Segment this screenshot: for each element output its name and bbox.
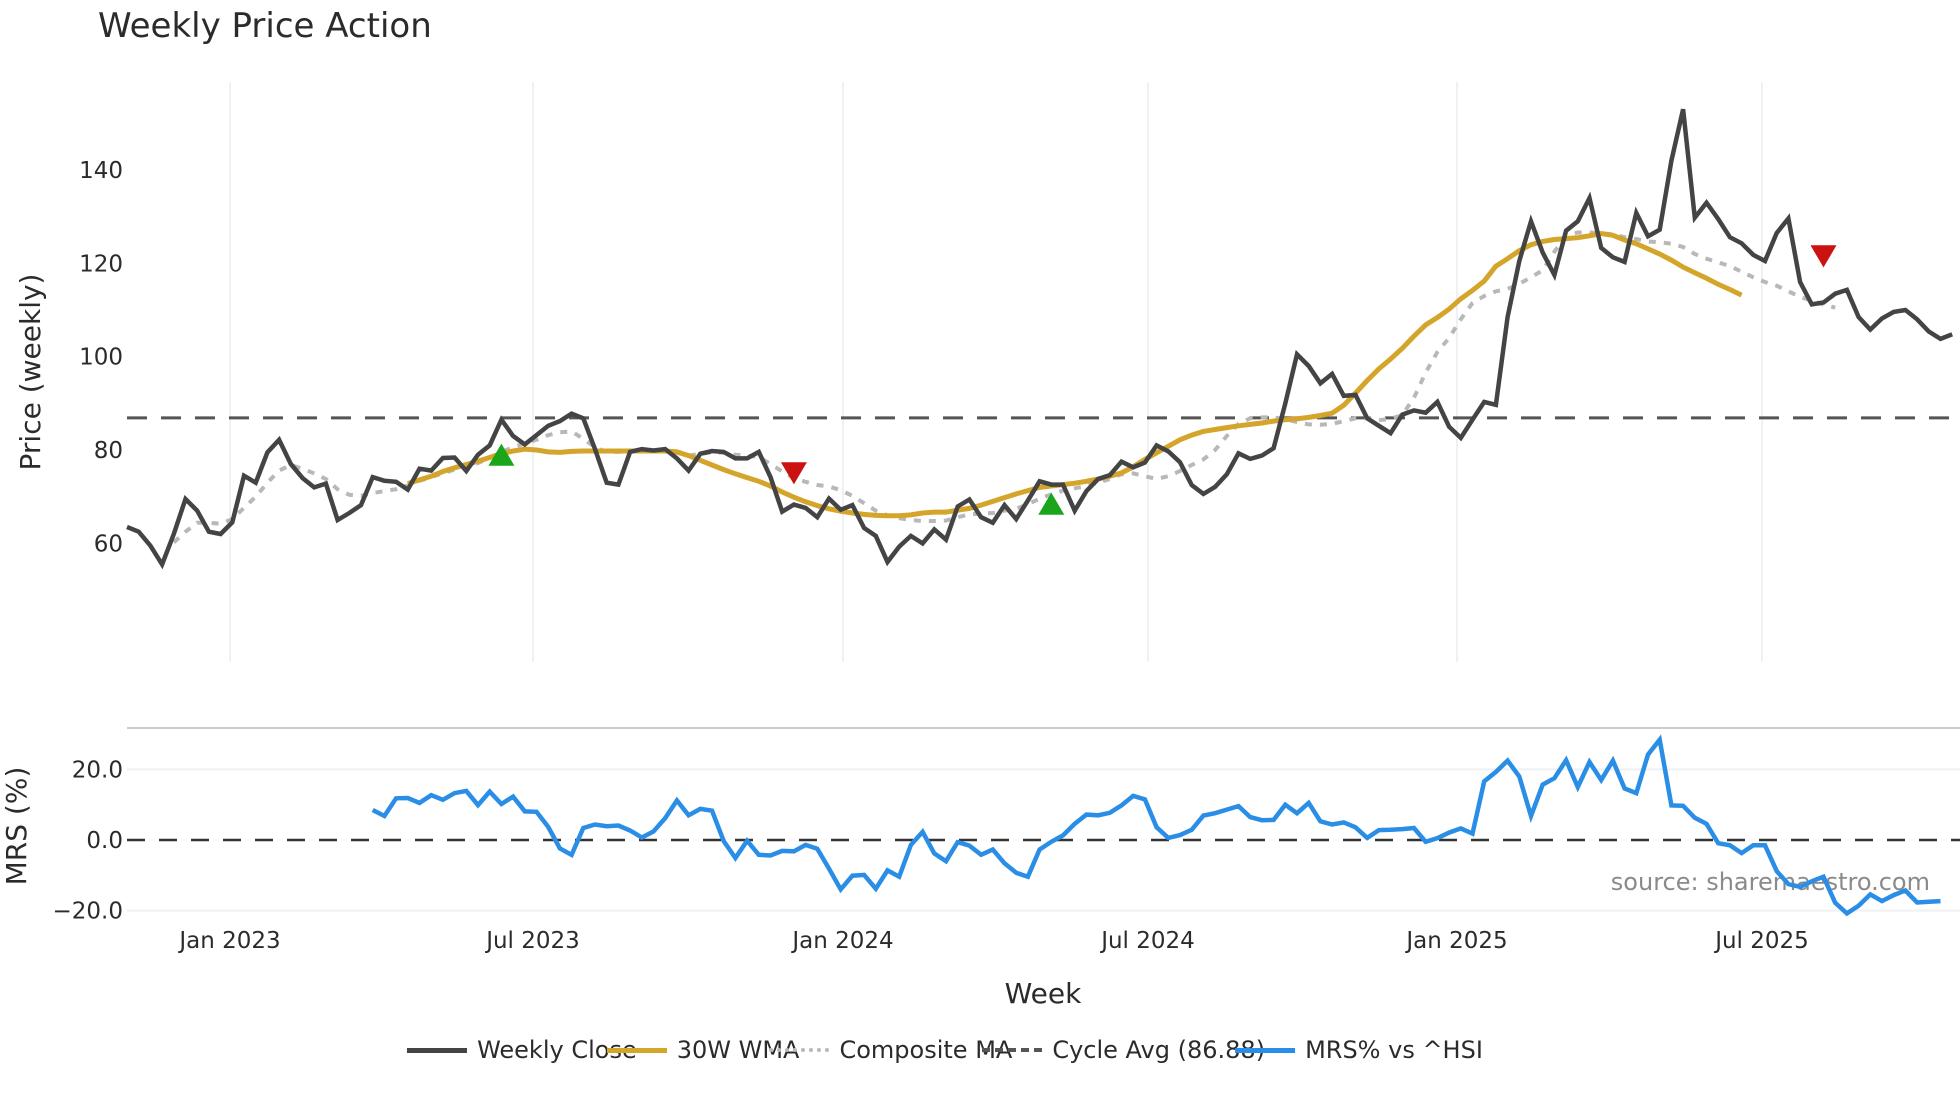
x-axis-title: Week bbox=[1005, 977, 1082, 1010]
signal-markers bbox=[488, 245, 1837, 515]
legend-label: Cycle Avg (86.88) bbox=[1052, 1036, 1266, 1064]
legend-label: MRS% vs ^HSI bbox=[1305, 1036, 1483, 1064]
legend-item[interactable]: Weekly Close bbox=[407, 1036, 637, 1064]
x-tick-label: Jul 2023 bbox=[484, 928, 580, 954]
wma-30w-line bbox=[407, 230, 1743, 519]
legend-item[interactable]: MRS% vs ^HSI bbox=[1235, 1036, 1483, 1064]
mrs-y-axis: −20.0 0.0 20.0 bbox=[53, 757, 123, 924]
mrs-line bbox=[371, 734, 1941, 917]
x-axis-ticks: Jan 2023 Jul 2023 Jan 2024 Jul 2024 Jan 2025… bbox=[177, 928, 1808, 954]
mrs-gridlines bbox=[127, 768, 1960, 912]
mrs-y-tick-label: 0.0 bbox=[86, 828, 123, 854]
sell-signal-triangle-down-icon bbox=[1810, 245, 1837, 268]
vertical-gridlines bbox=[229, 82, 1763, 662]
legend-item[interactable]: Composite MA bbox=[769, 1036, 1012, 1064]
sell-signal-triangle-down-icon bbox=[780, 462, 807, 485]
chart-title: Weekly Price Action bbox=[98, 6, 432, 46]
legend-swatch-icon bbox=[606, 1047, 667, 1053]
legend: Weekly Close 30W WMA Composite MA Cycle Avg… bbox=[0, 1036, 1960, 1064]
buy-signal-triangle-up-icon bbox=[488, 443, 515, 466]
buy-signal-triangle-up-icon bbox=[1038, 492, 1065, 515]
x-tick-label: Jul 2024 bbox=[1099, 928, 1195, 954]
mrs-y-tick-label: −20.0 bbox=[53, 899, 123, 925]
legend-swatch-icon bbox=[407, 1047, 468, 1053]
price-y-tick-label: 100 bbox=[79, 345, 123, 371]
price-y-tick-label: 80 bbox=[94, 438, 123, 464]
legend-swatch-icon bbox=[982, 1048, 1043, 1052]
x-tick-label: Jan 2025 bbox=[1404, 928, 1507, 954]
price-y-axis: 60 80 100 120 140 bbox=[79, 158, 123, 557]
weekly-close-line bbox=[126, 108, 1954, 570]
price-y-tick-label: 140 bbox=[79, 158, 123, 184]
price-y-tick-label: 60 bbox=[94, 531, 123, 557]
legend-swatch-icon bbox=[1235, 1047, 1296, 1053]
x-tick-label: Jul 2025 bbox=[1713, 928, 1809, 954]
legend-swatch-icon bbox=[769, 1048, 830, 1052]
mrs-y-tick-label: 20.0 bbox=[72, 757, 123, 783]
x-tick-label: Jan 2023 bbox=[177, 928, 280, 954]
x-tick-label: Jan 2024 bbox=[790, 928, 893, 954]
price-y-axis-title: Price (weekly) bbox=[14, 274, 47, 471]
mrs-y-axis-title: MRS (%) bbox=[0, 767, 33, 886]
price-y-tick-label: 120 bbox=[79, 251, 123, 277]
legend-item[interactable]: Cycle Avg (86.88) bbox=[982, 1036, 1265, 1064]
source-watermark: source: sharemaestro.com bbox=[1611, 868, 1930, 896]
